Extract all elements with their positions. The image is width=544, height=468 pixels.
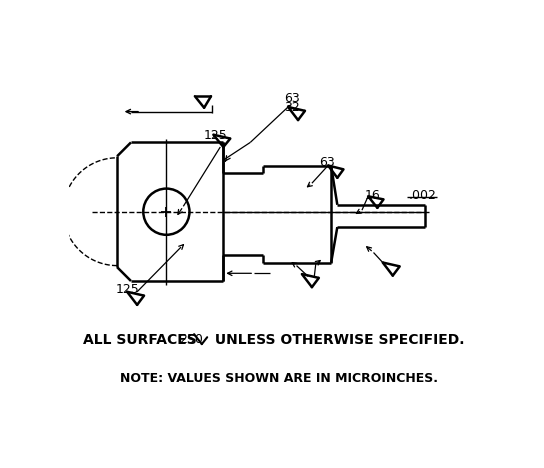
Text: .002: .002 (408, 189, 436, 202)
Text: 63: 63 (284, 92, 300, 105)
Text: 250: 250 (180, 333, 203, 346)
Text: 32: 32 (284, 101, 300, 114)
Text: NOTE: VALUES SHOWN ARE IN MICROINCHES.: NOTE: VALUES SHOWN ARE IN MICROINCHES. (120, 372, 438, 385)
Text: 125: 125 (115, 283, 139, 296)
Text: UNLESS OTHERWISE SPECIFIED.: UNLESS OTHERWISE SPECIFIED. (209, 333, 464, 347)
Text: 16: 16 (364, 189, 380, 202)
Text: 125: 125 (204, 129, 228, 142)
Text: ALL SURFACES: ALL SURFACES (83, 333, 197, 347)
Text: 63: 63 (320, 156, 335, 169)
